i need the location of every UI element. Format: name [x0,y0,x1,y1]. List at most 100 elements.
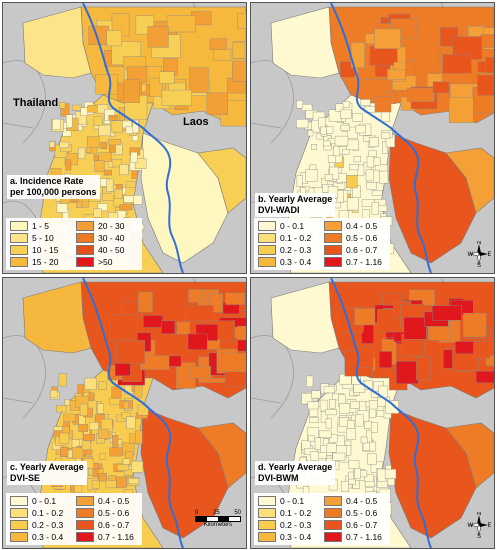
scale-ticks: 0 25 50 [195,510,241,516]
legend-label: 0.7 - 1.16 [346,532,382,542]
compass-w: W [468,523,474,529]
legend-swatch [324,508,342,518]
legend-swatch [324,532,342,542]
legend-swatch [10,532,28,542]
region-thai-north [270,6,340,79]
legend-label: 0.5 - 0.6 [346,233,378,243]
panel-c-title: c. Yearly Average DVI-SE [7,461,87,485]
legend-swatch [10,233,28,243]
legend-swatch [10,496,28,506]
legend-swatch [258,520,276,530]
legend-swatch [258,221,276,231]
legend-label: 10 - 15 [32,245,59,255]
legend-label: 40 - 50 [98,245,125,255]
legend-label: >50 [98,257,113,267]
legend-label: 0.6 - 0.7 [346,245,378,255]
legend-item: 0.3 - 0.4 [258,532,320,542]
legend-item: 0.6 - 0.7 [324,245,386,255]
mekong-river [82,278,184,548]
panel-c-dvi-se: c. Yearly Average DVI-SE 0 - 0.1 0.4 - 0.… [2,277,247,549]
north-arrow-icon: N S W E [468,241,492,267]
legend-item: 0.1 - 0.2 [10,508,72,518]
legend-item: 0.5 - 0.6 [76,508,138,518]
legend-swatch [76,245,94,255]
region-laos-east [445,147,494,214]
legend-label: 0.1 - 0.2 [280,508,312,518]
legend-label: 0.5 - 0.6 [98,508,130,518]
region-laos-south [388,132,477,264]
legend-swatch [258,508,276,518]
legend-swatch [10,245,28,255]
legend-swatch [324,233,342,243]
panel-d-legend: 0 - 0.1 0.4 - 0.5 0.1 - 0.2 0.5 - 0.6 0.2 - … [254,493,390,545]
legend-label: 0 - 0.1 [280,496,305,506]
legend-label: 0.4 - 0.5 [346,496,378,506]
legend-item: 0.2 - 0.3 [258,520,320,530]
legend-swatch [324,221,342,231]
legend-swatch [76,532,94,542]
legend-swatch [76,221,94,231]
legend-label: 5 - 10 [32,233,54,243]
panel-b-legend: 0 - 0.1 0.4 - 0.5 0.1 - 0.2 0.5 - 0.6 0.2 - … [254,218,390,270]
region-thai-north [270,281,340,354]
panel-c-title-line2: DVI-SE [10,473,41,483]
legend-label: 0.1 - 0.2 [280,233,312,243]
legend-label: 0.3 - 0.4 [280,532,312,542]
legend-item: 5 - 10 [10,233,72,243]
legend-label: 0.2 - 0.3 [32,520,64,530]
legend-item: 10 - 15 [10,245,72,255]
label-thailand: Thailand [13,97,59,109]
legend-item: 0.4 - 0.5 [324,221,386,231]
legend-label: 0.2 - 0.3 [280,520,312,530]
scale-bar: 0 25 50 Kilometers [195,509,241,528]
compass-e: E [488,523,492,529]
legend-swatch [76,496,94,506]
legend-swatch [10,257,28,267]
panel-b-title-line1: b. Yearly Average [258,194,333,204]
legend-item: 0.3 - 0.4 [258,257,320,267]
mekong-river [330,3,432,273]
compass-s: S [477,534,481,538]
panel-d-title-line2: DVI-BWM [258,473,299,483]
legend-swatch [10,221,28,231]
legend-swatch [76,520,94,530]
legend-swatch [324,257,342,267]
panel-d-title-line1: d. Yearly Average [258,462,333,472]
panel-d-title: d. Yearly Average DVI-BWM [255,461,336,485]
legend-label: 1 - 5 [32,221,50,231]
legend-item: 0.6 - 0.7 [324,520,386,530]
legend-label: 0.3 - 0.4 [280,257,312,267]
legend-swatch [10,508,28,518]
legend-item: 0.4 - 0.5 [76,496,138,506]
legend-item: 0.7 - 1.16 [324,257,386,267]
scale-tick-0: 0 [195,510,199,516]
mekong-river [82,3,184,273]
legend-item: 0.1 - 0.2 [258,233,320,243]
legend-label: 30 - 40 [98,233,125,243]
legend-swatch [324,520,342,530]
legend-swatch [76,233,94,243]
legend-item: 15 - 20 [10,257,72,267]
compass-s: S [477,263,481,267]
panel-a-title-line1: a. Incidence Rate [10,176,84,186]
compass-n: N [477,241,481,246]
panel-a-legend: 1 - 5 20 - 30 5 - 10 30 - 40 10 - 15 40 - 50 1… [6,218,142,270]
legend-item: 0 - 0.1 [258,496,320,506]
legend-item: 0.3 - 0.4 [10,532,72,542]
legend-swatch [76,257,94,267]
legend-item: 30 - 40 [76,233,138,243]
legend-swatch [324,496,342,506]
panel-c-title-line1: c. Yearly Average [10,462,84,472]
legend-label: 0.5 - 0.6 [346,508,378,518]
legend-item: 0.4 - 0.5 [324,496,386,506]
legend-item: 1 - 5 [10,221,72,231]
panel-a-title: a. Incidence Rate per 100,000 persons [7,175,100,199]
legend-swatch [258,233,276,243]
region-thai-north [22,281,92,354]
legend-item: 0.2 - 0.3 [10,520,72,530]
legend-item: 0.2 - 0.3 [258,245,320,255]
district-mosaic [49,11,246,259]
legend-swatch [258,532,276,542]
region-laos-south [140,132,229,264]
